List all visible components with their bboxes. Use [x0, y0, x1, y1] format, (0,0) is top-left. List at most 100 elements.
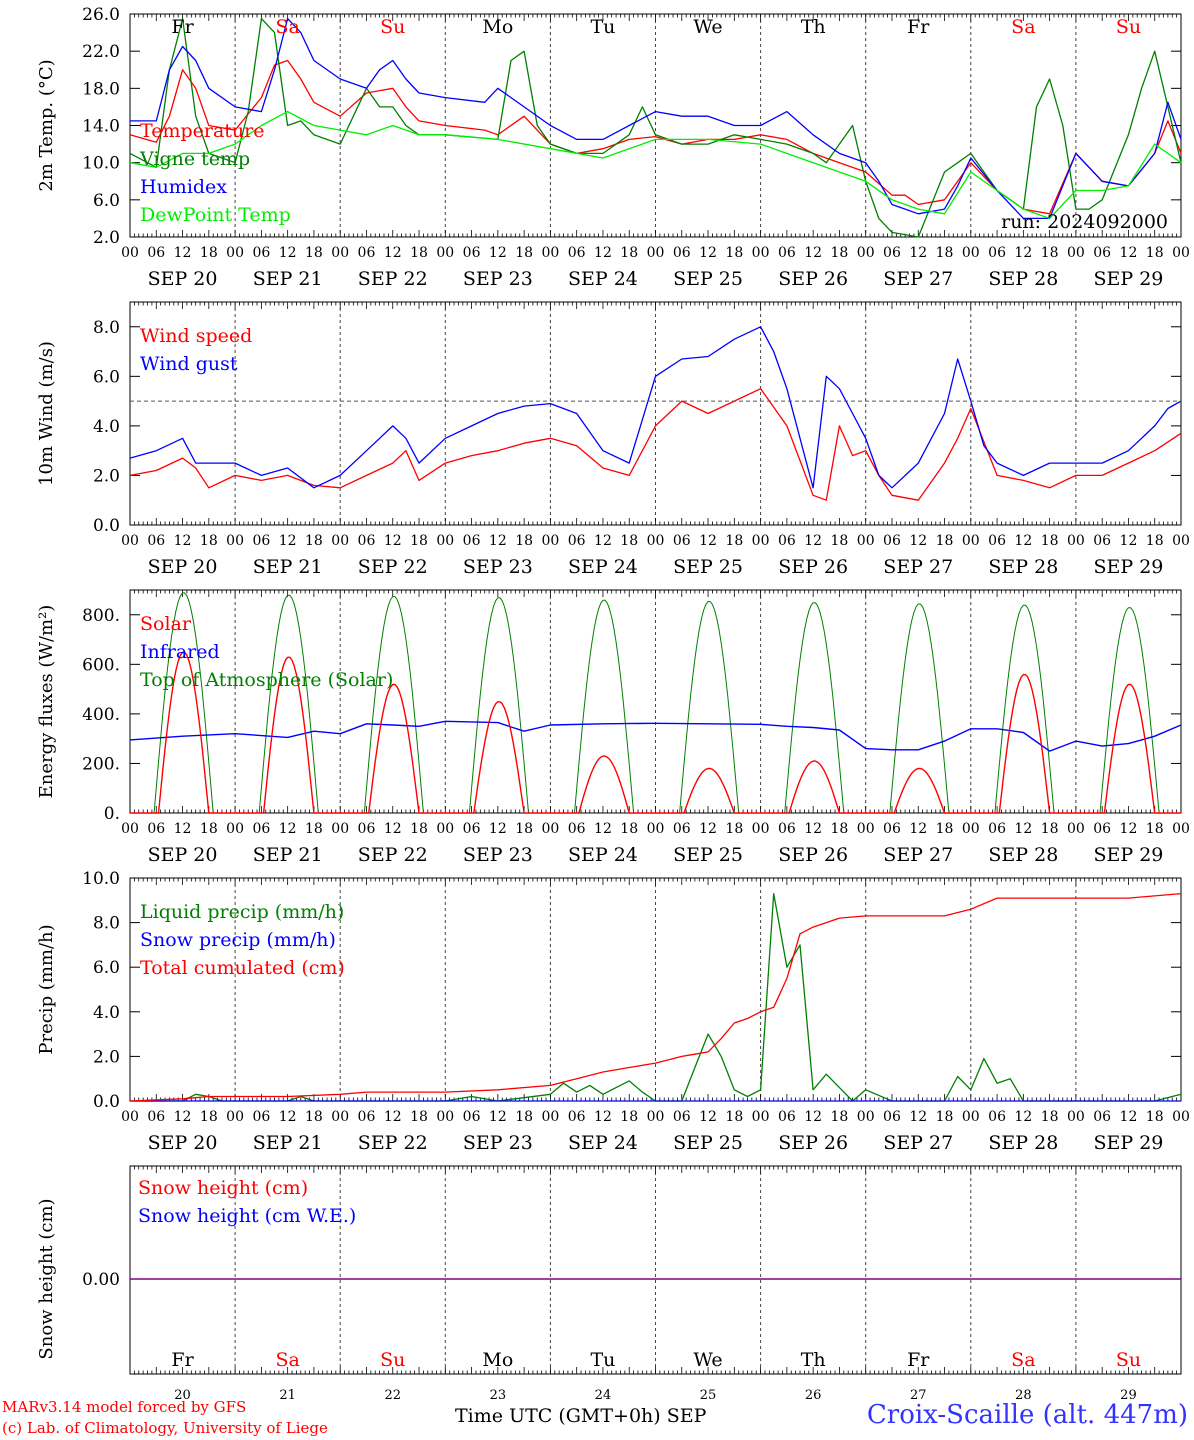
- series-total-cumulated-cm: [129, 892, 1182, 1102]
- weekday-label: Su: [380, 1349, 405, 1371]
- hour-label: 12: [174, 245, 192, 261]
- weekday-label: Sa: [1011, 16, 1035, 38]
- hour-label: 00: [541, 533, 559, 549]
- hour-label: 00: [752, 821, 770, 837]
- date-label: SEP 29: [1094, 1132, 1164, 1154]
- legend-entry: Total cumulated (cm): [140, 957, 345, 979]
- hour-label: 12: [1120, 533, 1138, 549]
- weekday-label: Mo: [482, 16, 513, 38]
- hour-label: 12: [279, 533, 297, 549]
- hour-label: 00: [436, 533, 454, 549]
- date-label: SEP 26: [778, 844, 848, 866]
- hour-label: 00: [857, 1109, 875, 1125]
- y-tick-label: 6.0: [93, 958, 120, 978]
- hour-label: 06: [883, 1109, 901, 1125]
- hour-label: 12: [489, 1109, 507, 1125]
- hour-label: 12: [804, 1109, 822, 1125]
- hour-label: 00: [121, 821, 139, 837]
- hour-label: 18: [620, 533, 638, 549]
- hour-label: 18: [725, 821, 743, 837]
- hour-label: 06: [988, 1109, 1006, 1125]
- series-solar: [130, 651, 1181, 814]
- legend-entry: Infrared: [140, 641, 220, 663]
- hour-label: 06: [988, 533, 1006, 549]
- hour-label: 12: [594, 1109, 612, 1125]
- hour-label: 12: [279, 1109, 297, 1125]
- hour-label: 12: [804, 821, 822, 837]
- hour-label: 12: [384, 1109, 402, 1125]
- weekday-label: Su: [380, 16, 405, 38]
- hour-label: 00: [436, 245, 454, 261]
- hour-label: 18: [200, 245, 218, 261]
- weekday-label: Fr: [907, 1349, 930, 1371]
- hour-label: 18: [936, 533, 954, 549]
- y-axis-label: Snow height (cm): [36, 1198, 57, 1359]
- hour-label: 00: [857, 821, 875, 837]
- legend-entry: Snow precip (mm/h): [140, 929, 336, 951]
- date-label: SEP 20: [148, 1132, 218, 1154]
- hour-label: 00: [1172, 533, 1190, 549]
- hour-label: 00: [436, 821, 454, 837]
- hour-label: 12: [1120, 821, 1138, 837]
- hour-label: 00: [1172, 1109, 1190, 1125]
- hour-label: 06: [883, 245, 901, 261]
- day-number-label: 22: [384, 1388, 401, 1403]
- hour-label: 18: [200, 1109, 218, 1125]
- panel-3-frame: [129, 589, 1182, 814]
- date-label: SEP 20: [148, 556, 218, 578]
- hour-label: 18: [1041, 533, 1059, 549]
- y-axis-label: 10m Wind (m/s): [36, 341, 57, 486]
- hour-label: 00: [226, 821, 244, 837]
- hour-label: 18: [831, 1109, 849, 1125]
- hour-label: 06: [673, 245, 691, 261]
- hour-label: 12: [1014, 821, 1032, 837]
- date-label: SEP 28: [988, 268, 1058, 290]
- date-label: SEP 24: [568, 844, 638, 866]
- legend-entry: Wind speed: [140, 325, 252, 347]
- hour-label: 18: [200, 533, 218, 549]
- hour-label: 06: [147, 245, 165, 261]
- legend-entry: DewPoint Temp: [140, 204, 291, 226]
- hour-label: 00: [331, 533, 349, 549]
- hour-label: 18: [1146, 245, 1164, 261]
- y-tick-label: 8.0: [93, 914, 120, 934]
- date-label: SEP 27: [883, 268, 953, 290]
- hour-label: 06: [778, 821, 796, 837]
- hour-label: 00: [436, 1109, 454, 1125]
- hour-label: 18: [410, 1109, 428, 1125]
- hour-label: 00: [1172, 821, 1190, 837]
- y-tick-label: 14.0: [82, 117, 120, 137]
- hour-label: 00: [1067, 1109, 1085, 1125]
- hour-label: 06: [252, 533, 270, 549]
- day-number-label: 25: [700, 1388, 717, 1403]
- hour-label: 00: [331, 1109, 349, 1125]
- y-tick-label: 6.0: [93, 191, 120, 211]
- weekday-label: Su: [1116, 16, 1141, 38]
- date-label: SEP 22: [358, 1132, 428, 1154]
- hour-label: 18: [410, 245, 428, 261]
- weekday-label: We: [693, 16, 722, 38]
- date-label: SEP 20: [148, 268, 218, 290]
- hour-label: 00: [857, 245, 875, 261]
- weekday-label: Fr: [171, 1349, 194, 1371]
- hour-label: 00: [121, 1109, 139, 1125]
- weekday-label: Tu: [590, 16, 615, 38]
- hour-label: 00: [962, 533, 980, 549]
- hour-label: 00: [752, 245, 770, 261]
- hour-label: 18: [1041, 821, 1059, 837]
- panel-2-frame: [129, 301, 1182, 526]
- hour-label: 12: [1014, 245, 1032, 261]
- hour-label: 18: [936, 1109, 954, 1125]
- hour-label: 12: [174, 533, 192, 549]
- hour-label: 06: [358, 533, 376, 549]
- hour-label: 06: [778, 245, 796, 261]
- hour-label: 06: [568, 821, 586, 837]
- y-tick-label: 10.0: [82, 154, 120, 174]
- hour-label: 18: [936, 821, 954, 837]
- weekday-label: Th: [801, 16, 826, 38]
- hour-label: 06: [252, 245, 270, 261]
- weekday-label: Mo: [482, 1349, 513, 1371]
- date-label: SEP 21: [253, 268, 323, 290]
- y-tick-label: 0.: [104, 804, 120, 824]
